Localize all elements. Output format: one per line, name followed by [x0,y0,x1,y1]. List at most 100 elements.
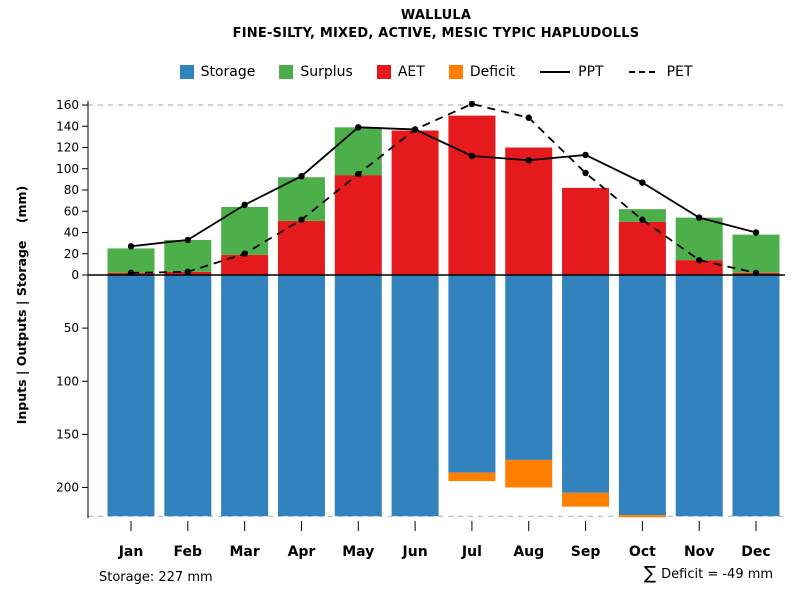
month-label-feb: Feb [174,544,203,560]
y-tick-label-upper-0: 0 [71,268,79,282]
legend-label-aet: AET [397,64,425,80]
y-tick-label-upper-140: 140 [56,119,79,133]
ppt-point-nov [696,214,703,221]
legend-line-ppt [540,71,571,73]
deficit-annotation: ∑ Deficit = -49 mm [644,565,773,583]
legend-label-ppt: PPT [578,64,604,80]
ppt-point-aug [525,157,532,164]
y-axis: 0 20 40 60 80 100 120 140 160 50 100 150 200 [56,98,89,519]
legend-item-ppt: PPT [539,64,604,80]
legend: Storage Surplus AET Deficit PPT PET [72,64,800,80]
storage-bar-jul [448,275,496,473]
storage-bar-may [334,275,382,517]
y-tick-label-lower-50: 50 [64,321,79,335]
pet-point-aug [525,114,532,121]
surplus-bar-nov [675,217,723,261]
surplus-bar-dec [732,234,780,273]
ppt-polyline [130,126,757,248]
pet-point-jun [411,126,419,133]
ppt-point-may [355,124,362,131]
legend-item-surplus: Surplus [279,64,353,80]
pet-point-jul [468,100,476,108]
ppt-point-mar [241,201,248,209]
pet-point-nov [696,256,703,264]
deficit-bar-aug [505,459,553,488]
chart-subtitle: FINE-SILTY, MIXED, ACTIVE, MESIC TYPIC H… [232,26,640,41]
storage-bar-jan [107,275,155,517]
y-tick-label-lower-200: 200 [56,481,79,495]
pet-point-oct [639,216,646,223]
month-label-aug: Aug [513,544,544,560]
aet-bar-jun [391,130,439,275]
y-tick-label-upper-160: 160 [56,98,79,112]
pet-point-jan [127,269,135,277]
legend-label-surplus: Surplus [300,64,353,80]
legend-swatch-surplus [279,65,294,79]
deficit-bar-oct [618,515,666,518]
storage-bar-nov [675,275,723,517]
y-axis-label: Inputs | Outputs | Storage (mm) [14,186,29,425]
legend-item-pet: PET [628,64,693,80]
pet-line [127,100,760,277]
y-tick-label-upper-40: 40 [64,226,79,240]
storage-bar-jun [391,275,439,517]
y-tick-label-lower-150: 150 [56,427,79,441]
month-label-jul: Jul [461,544,482,560]
legend-line-pet [628,71,659,73]
aet-bar-aug [505,147,553,275]
surplus-bar-may [334,127,382,176]
legend-swatch-aet [376,65,391,79]
y-tick-label-upper-100: 100 [56,162,79,176]
storage-bar-dec [732,275,780,517]
deficit-sum-text: Deficit = -49 mm [661,566,774,582]
ppt-point-jul [468,152,476,160]
storage-bar-aug [505,275,553,460]
month-label-sep: Sep [571,544,601,560]
pet-point-mar [241,250,248,257]
chart-title: WALLULA [400,8,472,23]
sigma-symbol: ∑ [644,563,657,584]
pet-point-dec [752,269,760,277]
aet-bar-mar [221,254,269,275]
deficit-bar-jul [448,472,496,482]
ppt-point-dec [752,229,760,236]
surplus-bar-jan [107,248,155,273]
month-label-mar: Mar [229,544,259,560]
storage-bar-apr [277,275,325,517]
bars [107,115,780,518]
month-label-jun: Jun [402,544,428,560]
legend-label-pet: PET [666,64,693,80]
ppt-point-feb [184,236,192,244]
y-tick-label-upper-120: 120 [56,141,79,155]
surplus-bar-oct [618,209,666,222]
month-label-jan: Jan [118,544,144,560]
pet-point-apr [298,216,305,223]
pet-point-feb [184,268,192,276]
pet-point-may [355,170,362,178]
legend-swatch-deficit [448,65,463,79]
storage-bar-feb [164,275,212,517]
storage-bar-mar [221,275,269,517]
title-block: WALLULA FINE-SILTY, MIXED, ACTIVE, MESIC… [72,8,800,41]
y-tick-label-lower-100: 100 [56,374,79,388]
y-tick-label-upper-60: 60 [64,204,79,218]
ppt-point-oct [639,179,646,186]
month-label-oct: Oct [629,544,656,560]
aet-bar-jul [448,115,496,275]
legend-swatch-storage [179,65,194,79]
legend-label-storage: Storage [200,64,256,80]
storage-bar-sep [562,275,610,493]
aet-bar-sep [562,187,610,275]
ppt-point-apr [298,172,305,180]
aet-bar-nov [675,260,723,275]
month-label-dec: Dec [741,544,770,560]
aet-bar-apr [277,220,325,275]
month-label-apr: Apr [288,544,316,560]
aet-bar-may [334,175,382,275]
aet-bar-oct [618,221,666,275]
month-label-nov: Nov [684,544,714,560]
ppt-point-jan [127,243,135,250]
month-label-may: May [342,544,374,560]
